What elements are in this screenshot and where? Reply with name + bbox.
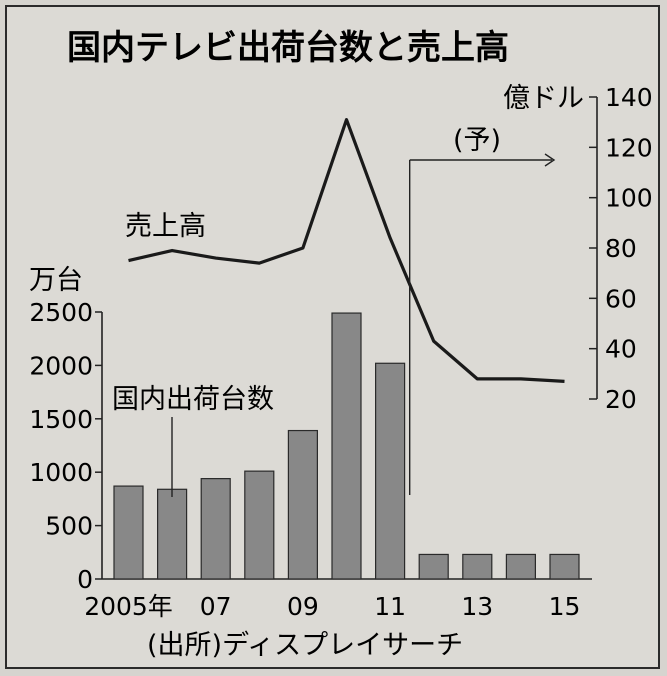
x-tick-label: 07 [200,592,232,621]
right-axis-unit: 億ドル [503,83,584,114]
chart-title: 国内テレビ出荷台数と売上高 [67,28,509,68]
bar [287,429,318,580]
right-tick-label: 100 [605,184,653,213]
line-series-label: 売上高 [125,211,206,242]
sales-line [128,118,565,383]
x-tick-label: 15 [549,592,581,621]
right-tick-label: 120 [605,133,653,162]
left-tick-label: 2000 [29,351,93,380]
bar [375,362,406,580]
bar [244,470,275,580]
bar-series-label: 国内出荷台数 [112,384,274,415]
source-note: (出所)ディスプレイサーチ [147,630,463,661]
left-tick-label: 1500 [29,405,93,434]
bar [462,553,493,580]
right-tick-label: 80 [605,234,637,263]
right-tick-label: 60 [605,284,637,313]
left-tick-label: 0 [77,565,93,594]
forecast-arrow-head [544,153,556,167]
left-tick-label: 2500 [29,298,93,327]
left-tick-label: 1000 [29,458,93,487]
x-tick-label: 11 [374,592,406,621]
right-tick-label: 20 [605,385,637,414]
bar [113,485,144,580]
x-tick-label: 09 [287,592,319,621]
x-tick-label: 2005年 [84,592,173,621]
bar [418,553,449,580]
forecast-label: (予) [453,125,501,156]
bar [505,553,536,580]
x-tick-label: 13 [461,592,493,621]
left-tick-label: 500 [45,512,93,541]
chart-frame: 国内テレビ出荷台数と売上高万台 0 500 1000 1500 2000 2500 億ドル 20… [5,5,660,669]
left-axis-unit: 万台 [29,265,83,296]
bar [331,312,362,580]
right-tick-label: 140 [605,83,653,112]
right-tick-label: 40 [605,335,637,364]
bar [200,478,231,580]
bar [157,488,188,580]
bar [549,553,580,580]
